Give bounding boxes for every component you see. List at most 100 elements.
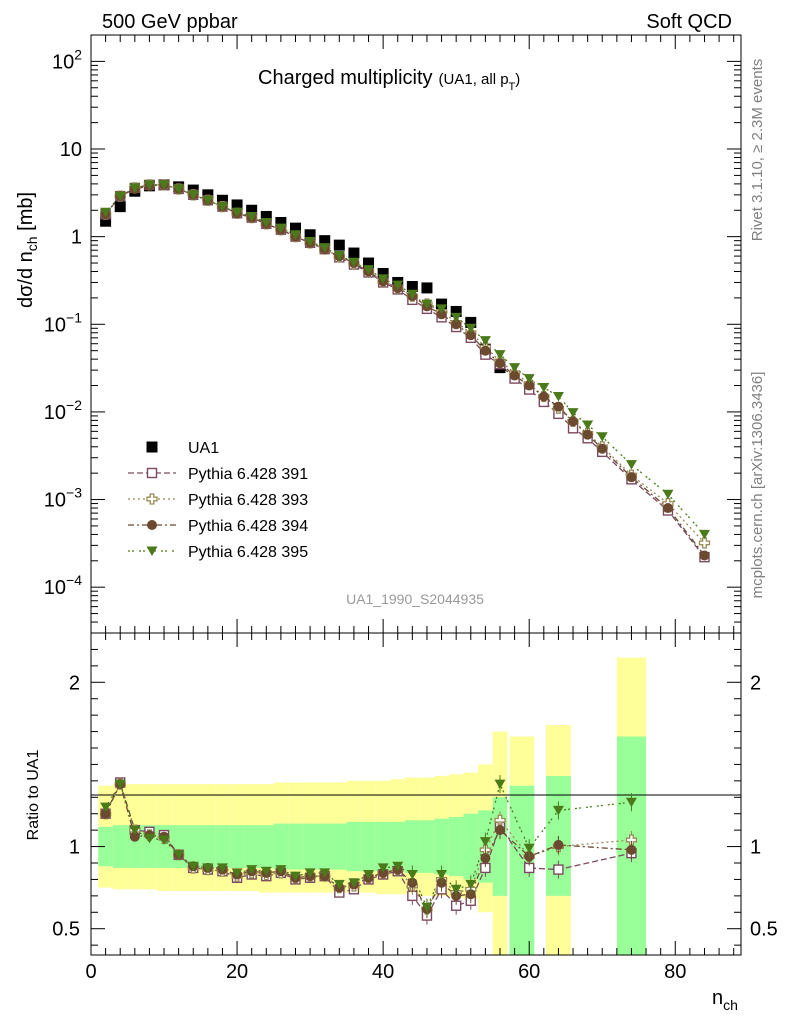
main-series-group [99,179,711,563]
data-point [436,298,448,310]
main-y-tick-label: 10−2 [44,397,82,424]
band-inner [200,825,216,868]
ratio-point [187,861,199,872]
mc-point [662,489,674,500]
ratio-point [494,779,506,790]
ratio-uncertainty-bands [98,657,647,955]
mc-point [114,191,126,202]
ratio-point [377,863,389,873]
mc-point [509,363,521,373]
ratio-point [275,865,287,875]
legend-marker [146,441,158,453]
band-inner [302,823,318,870]
data-point [216,194,228,206]
ratio-point [465,879,477,890]
mc-point [392,280,404,291]
mc-point [567,408,579,418]
ratio-point [465,889,476,900]
ratio-point [319,868,331,878]
band-inner [273,823,289,870]
mc-point [348,257,360,268]
ratio-x-tick-label: 60 [518,961,540,983]
mc-point [597,443,608,454]
band-inner [375,821,391,872]
legend-label: Pythia 6.428 393 [188,492,308,509]
data-point [275,217,287,229]
mc-point [480,345,491,356]
mc-point [552,391,564,402]
main-y-tick-label: 10 [60,139,82,161]
ratio-point [114,779,126,790]
ratio-point [333,879,345,890]
mc-point [524,380,535,391]
ratio-point [100,802,112,813]
ratio-axes: 0 20 40 60 80 0.5 0.5 1 1 2 2 [52,633,778,983]
data-point [114,201,126,213]
mc-point [289,230,301,240]
data-point [304,229,316,241]
ratio-point [363,870,375,880]
band-inner [171,825,186,868]
ratio-point [480,853,491,864]
mc-point [216,202,228,212]
data-point [348,247,360,259]
legend-label: Pythia 6.428 395 [188,544,308,561]
ratio-point [553,839,564,850]
ratio-y-tick-label: 2 [69,672,80,694]
ratio-point [173,850,185,860]
data-point [246,204,258,216]
band-inner [215,825,230,868]
mc-point [421,299,433,310]
ratio-point [202,863,214,873]
mc-point [187,190,199,200]
data-point [406,280,418,292]
band-inner [185,825,201,868]
band-inner [112,825,128,868]
ratio-point [304,868,316,878]
ratio-point [553,864,564,875]
band-inner [463,813,479,880]
mc-point [319,243,331,253]
mc-point [582,429,593,440]
mc-point [662,503,673,514]
main-y-tick-label: 10−4 [44,572,82,599]
main-series-line [105,184,705,544]
mc-point [523,374,535,384]
band-inner [448,817,464,877]
mc-point [465,330,476,341]
mc-point [246,211,258,222]
band-inner [244,825,259,868]
data-point [100,215,112,227]
mc-point [260,218,272,228]
data-point [260,210,272,222]
ratio-point [231,868,243,878]
ratio-x-tick-label: 20 [226,961,248,983]
ratio-point [626,844,637,855]
data-point [465,316,477,328]
ratio-point [436,870,448,880]
mc-point [625,460,637,470]
mc-point [698,537,711,549]
mc-point [626,472,637,483]
mc-point [143,180,155,190]
main-series-line [105,184,705,535]
data-point [421,282,433,294]
main-ylabel: dσ/d nch [mb] [15,192,40,308]
data-point [377,267,389,279]
mc-point [100,207,112,218]
ratio-point [289,871,301,882]
band-inner [361,821,376,872]
ratio-point [348,878,360,888]
ratio-ylabel: Ratio to UA1 [25,750,42,841]
ratio-point [158,835,170,845]
mc-point [436,309,447,320]
mcplots-label: mcplots.cern.ch [arXiv:1306.3436] [749,372,766,599]
data-point [289,222,301,234]
mc-point [158,180,170,190]
band-inner [98,826,113,867]
mc-point [231,207,243,218]
mc-point [553,401,564,412]
ratio-point [100,808,111,819]
ratio-series-group [99,775,638,925]
ratio-x-tick-label: 0 [85,961,96,983]
